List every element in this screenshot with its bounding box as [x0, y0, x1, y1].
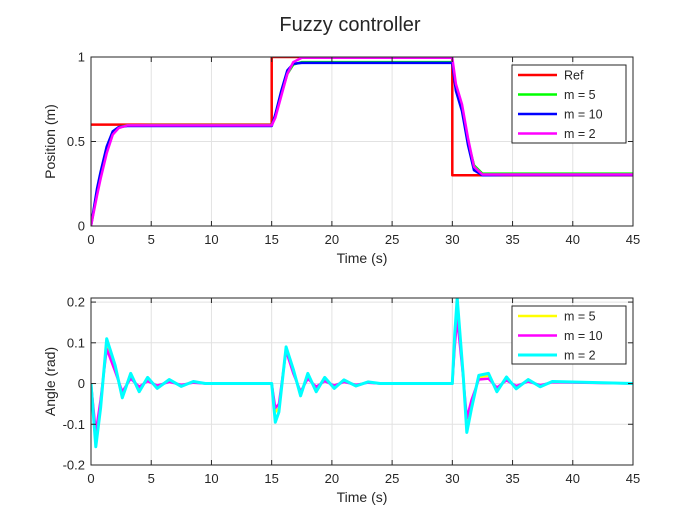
series-line-m-2 — [91, 298, 633, 449]
x-axis-label: Time (s) — [337, 250, 388, 266]
x-tick-label: 20 — [325, 232, 339, 247]
figure-title: Fuzzy controller — [279, 14, 420, 36]
series-line-m-10 — [91, 317, 633, 434]
position-subplot: 0 5 10 15 20 25 30 35 40 45 0 0.5 1 Time (s) Position … — [42, 50, 640, 267]
legend-label-ref: Ref — [564, 69, 584, 83]
y-tick-label: -0.1 — [63, 417, 85, 432]
y-tick-label: 1 — [78, 50, 85, 65]
x-tick-label: 45 — [626, 471, 640, 486]
x-tick-label: 25 — [385, 471, 399, 486]
legend-label-m-10: m = 10 — [564, 108, 603, 122]
x-tick-label: 5 — [148, 471, 155, 486]
x-tick-label: 35 — [505, 471, 519, 486]
x-tick-label: 15 — [264, 232, 278, 247]
legend-label-m-10: m = 10 — [564, 329, 603, 343]
x-tick-label: 10 — [204, 232, 218, 247]
y-tick-label: -0.2 — [63, 458, 85, 473]
x-tick-label: 5 — [148, 232, 155, 247]
y-axis-label: Angle (rad) — [42, 347, 58, 416]
x-tick-label: 45 — [626, 232, 640, 247]
y-tick-label: 0.1 — [67, 335, 85, 350]
x-tick-label: 40 — [566, 471, 580, 486]
y-tick-label: 0 — [78, 376, 85, 391]
legend-label-m-2: m = 2 — [564, 349, 596, 363]
legend-label-m-2: m = 2 — [564, 127, 596, 141]
x-tick-label: 10 — [204, 471, 218, 486]
legend-label-m-5: m = 5 — [564, 88, 596, 102]
y-axis-label: Position (m) — [42, 104, 58, 179]
y-tick-label: 0.2 — [67, 295, 85, 310]
x-tick-label: 30 — [445, 471, 459, 486]
x-axis-label: Time (s) — [337, 489, 388, 505]
x-tick-label: 0 — [87, 232, 94, 247]
x-tick-label: 30 — [445, 232, 459, 247]
axes-frame — [90, 297, 634, 466]
angle-subplot: 0 5 10 15 20 25 30 35 40 45 -0.2 -0.1 0 0.1 0.2 Time (s… — [42, 295, 640, 505]
x-tick-label: 25 — [385, 232, 399, 247]
x-tick-label: 15 — [264, 471, 278, 486]
x-tick-label: 20 — [325, 471, 339, 486]
y-tick-label: 0 — [78, 219, 85, 234]
x-tick-label: 40 — [566, 232, 580, 247]
series-group — [91, 298, 633, 449]
legend-label-m-5: m = 5 — [564, 310, 596, 324]
series-line-m-2 — [91, 57, 633, 226]
x-tick-label: 35 — [505, 232, 519, 247]
y-tick-label: 0.5 — [67, 134, 85, 149]
series-group — [91, 57, 633, 226]
legend-box — [511, 64, 627, 144]
x-tick-label: 0 — [87, 471, 94, 486]
